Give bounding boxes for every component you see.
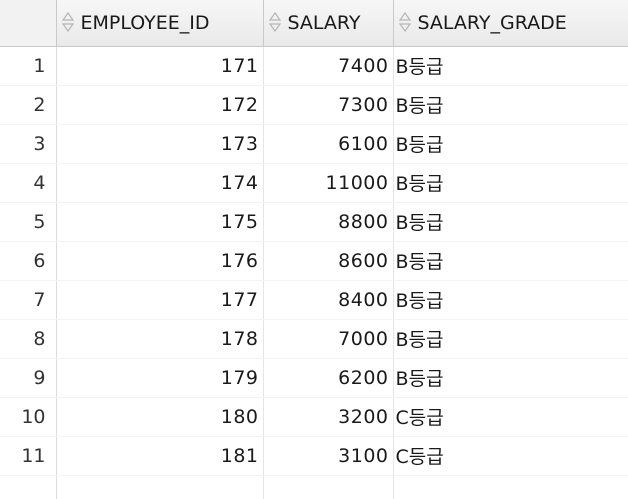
table-row[interactable]: 4 174 11000 B등급 [0,163,628,203]
empty-cell [56,475,264,499]
cell-salary-grade[interactable]: B등급 [393,319,628,359]
cell-salary[interactable]: 7400 [263,46,394,86]
cell-salary-grade[interactable]: B등급 [393,124,628,164]
cell-salary-grade[interactable]: B등급 [393,85,628,125]
column-header-salary[interactable]: SALARY [263,0,394,47]
table-row[interactable]: 1 171 7400 B등급 [0,46,628,86]
row-number[interactable]: 5 [0,202,57,242]
column-header-label: SALARY [287,12,361,35]
cell-salary[interactable]: 11000 [263,163,394,203]
cell-salary[interactable]: 7000 [263,319,394,359]
empty-cell [263,475,394,499]
row-number[interactable]: 2 [0,85,57,125]
row-number[interactable]: 11 [0,436,57,476]
row-number[interactable]: 10 [0,397,57,437]
cell-salary-grade[interactable]: C등급 [393,436,628,476]
table-row[interactable]: 10 180 3200 C등급 [0,397,628,437]
table-row[interactable]: 2 172 7300 B등급 [0,85,628,125]
cell-salary[interactable]: 7300 [263,85,394,125]
cell-employee-id[interactable]: 179 [56,358,264,398]
header-row: EMPLOYEE_ID SALARY SALARY_GRADE [0,0,628,47]
row-number[interactable]: 7 [0,280,57,320]
column-header-employee-id[interactable]: EMPLOYEE_ID [56,0,264,47]
cell-salary[interactable]: 8800 [263,202,394,242]
cell-employee-id[interactable]: 178 [56,319,264,359]
cell-employee-id[interactable]: 171 [56,46,264,86]
table-row[interactable]: 3 173 6100 B등급 [0,124,628,164]
row-number[interactable]: 8 [0,319,57,359]
row-number[interactable]: 9 [0,358,57,398]
column-header-label: EMPLOYEE_ID [80,12,210,35]
column-header-salary-grade[interactable]: SALARY_GRADE [393,0,628,47]
cell-salary-grade[interactable]: B등급 [393,241,628,281]
cell-employee-id[interactable]: 175 [56,202,264,242]
cell-salary[interactable]: 6200 [263,358,394,398]
cell-salary[interactable]: 3200 [263,397,394,437]
table-row[interactable]: 6 176 8600 B등급 [0,241,628,281]
cell-salary-grade[interactable]: B등급 [393,163,628,203]
row-number[interactable]: 6 [0,241,57,281]
cell-salary-grade[interactable]: B등급 [393,358,628,398]
cell-salary-grade[interactable]: B등급 [393,202,628,242]
sort-updown-icon[interactable] [61,11,75,33]
empty-row [0,475,628,499]
empty-cell [393,475,628,499]
cell-salary[interactable]: 3100 [263,436,394,476]
table-row[interactable]: 11 181 3100 C등급 [0,436,628,476]
cell-salary-grade[interactable]: B등급 [393,280,628,320]
empty-cell [0,475,57,499]
cell-employee-id[interactable]: 176 [56,241,264,281]
table-row[interactable]: 9 179 6200 B등급 [0,358,628,398]
table-row[interactable]: 5 175 8800 B등급 [0,202,628,242]
sort-updown-icon[interactable] [398,11,412,33]
cell-employee-id[interactable]: 172 [56,85,264,125]
cell-employee-id[interactable]: 177 [56,280,264,320]
cell-employee-id[interactable]: 181 [56,436,264,476]
cell-employee-id[interactable]: 174 [56,163,264,203]
cell-employee-id[interactable]: 180 [56,397,264,437]
cell-salary-grade[interactable]: B등급 [393,46,628,86]
row-number[interactable]: 3 [0,124,57,164]
sort-updown-icon[interactable] [268,11,282,33]
table-row[interactable]: 7 177 8400 B등급 [0,280,628,320]
cell-salary[interactable]: 6100 [263,124,394,164]
row-number-header[interactable] [0,0,57,47]
row-number[interactable]: 1 [0,46,57,86]
table-row[interactable]: 8 178 7000 B등급 [0,319,628,359]
row-number[interactable]: 4 [0,163,57,203]
cell-salary[interactable]: 8600 [263,241,394,281]
cell-employee-id[interactable]: 173 [56,124,264,164]
column-header-label: SALARY_GRADE [417,12,567,35]
cell-salary[interactable]: 8400 [263,280,394,320]
cell-salary-grade[interactable]: C등급 [393,397,628,437]
